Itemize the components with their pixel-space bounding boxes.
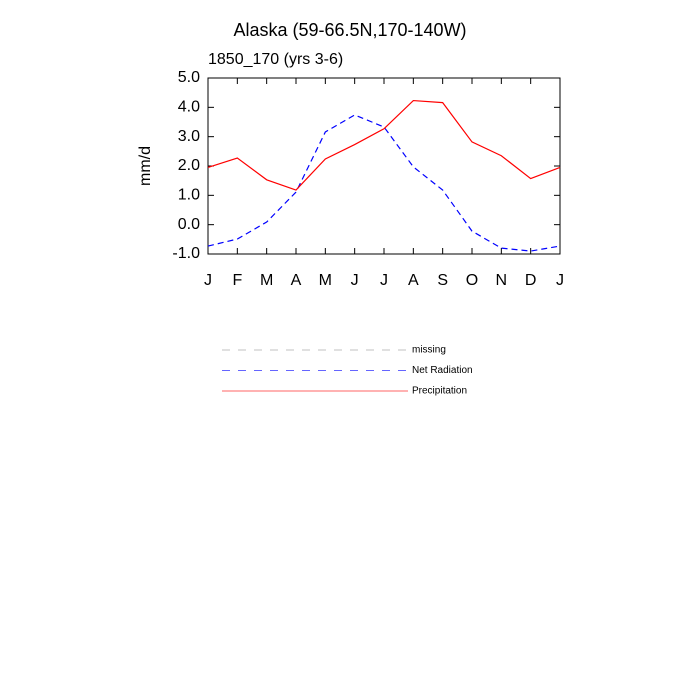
x-tick-label: J bbox=[556, 272, 564, 289]
legend-label: Precipitation bbox=[412, 386, 467, 397]
x-tick-label: M bbox=[319, 272, 332, 289]
y-tick-label: 2.0 bbox=[178, 157, 200, 174]
x-tick-label: N bbox=[496, 272, 508, 289]
x-tick-label: A bbox=[291, 272, 302, 289]
x-tick-label: F bbox=[232, 272, 242, 289]
series-line bbox=[207, 114, 561, 252]
x-tick-label: O bbox=[466, 272, 478, 289]
x-tick-label: S bbox=[437, 272, 448, 289]
plot-frame bbox=[207, 77, 561, 255]
y-tick-label: 0.0 bbox=[178, 216, 200, 233]
legend-label: Net Radiation bbox=[412, 365, 473, 376]
x-tick-label: J bbox=[380, 272, 388, 289]
y-tick-label: -1.0 bbox=[172, 245, 200, 262]
y-tick-label: 1.0 bbox=[178, 187, 200, 204]
series-line bbox=[207, 99, 561, 191]
x-tick-label: J bbox=[351, 272, 359, 289]
y-axis-label: mm/d bbox=[137, 146, 154, 186]
y-tick-label: 5.0 bbox=[178, 69, 200, 86]
chart-title: Alaska (59-66.5N,170-140W) bbox=[233, 20, 466, 40]
chart-subtitle: 1850_170 (yrs 3-6) bbox=[208, 51, 343, 68]
x-tick-label: D bbox=[525, 272, 537, 289]
y-tick-label: 4.0 bbox=[178, 99, 200, 116]
x-tick-label: A bbox=[408, 272, 419, 289]
x-tick-label: J bbox=[204, 272, 212, 289]
x-tick-label: M bbox=[260, 272, 273, 289]
y-tick-label: 3.0 bbox=[178, 128, 200, 145]
legend-label: missing bbox=[412, 345, 446, 356]
